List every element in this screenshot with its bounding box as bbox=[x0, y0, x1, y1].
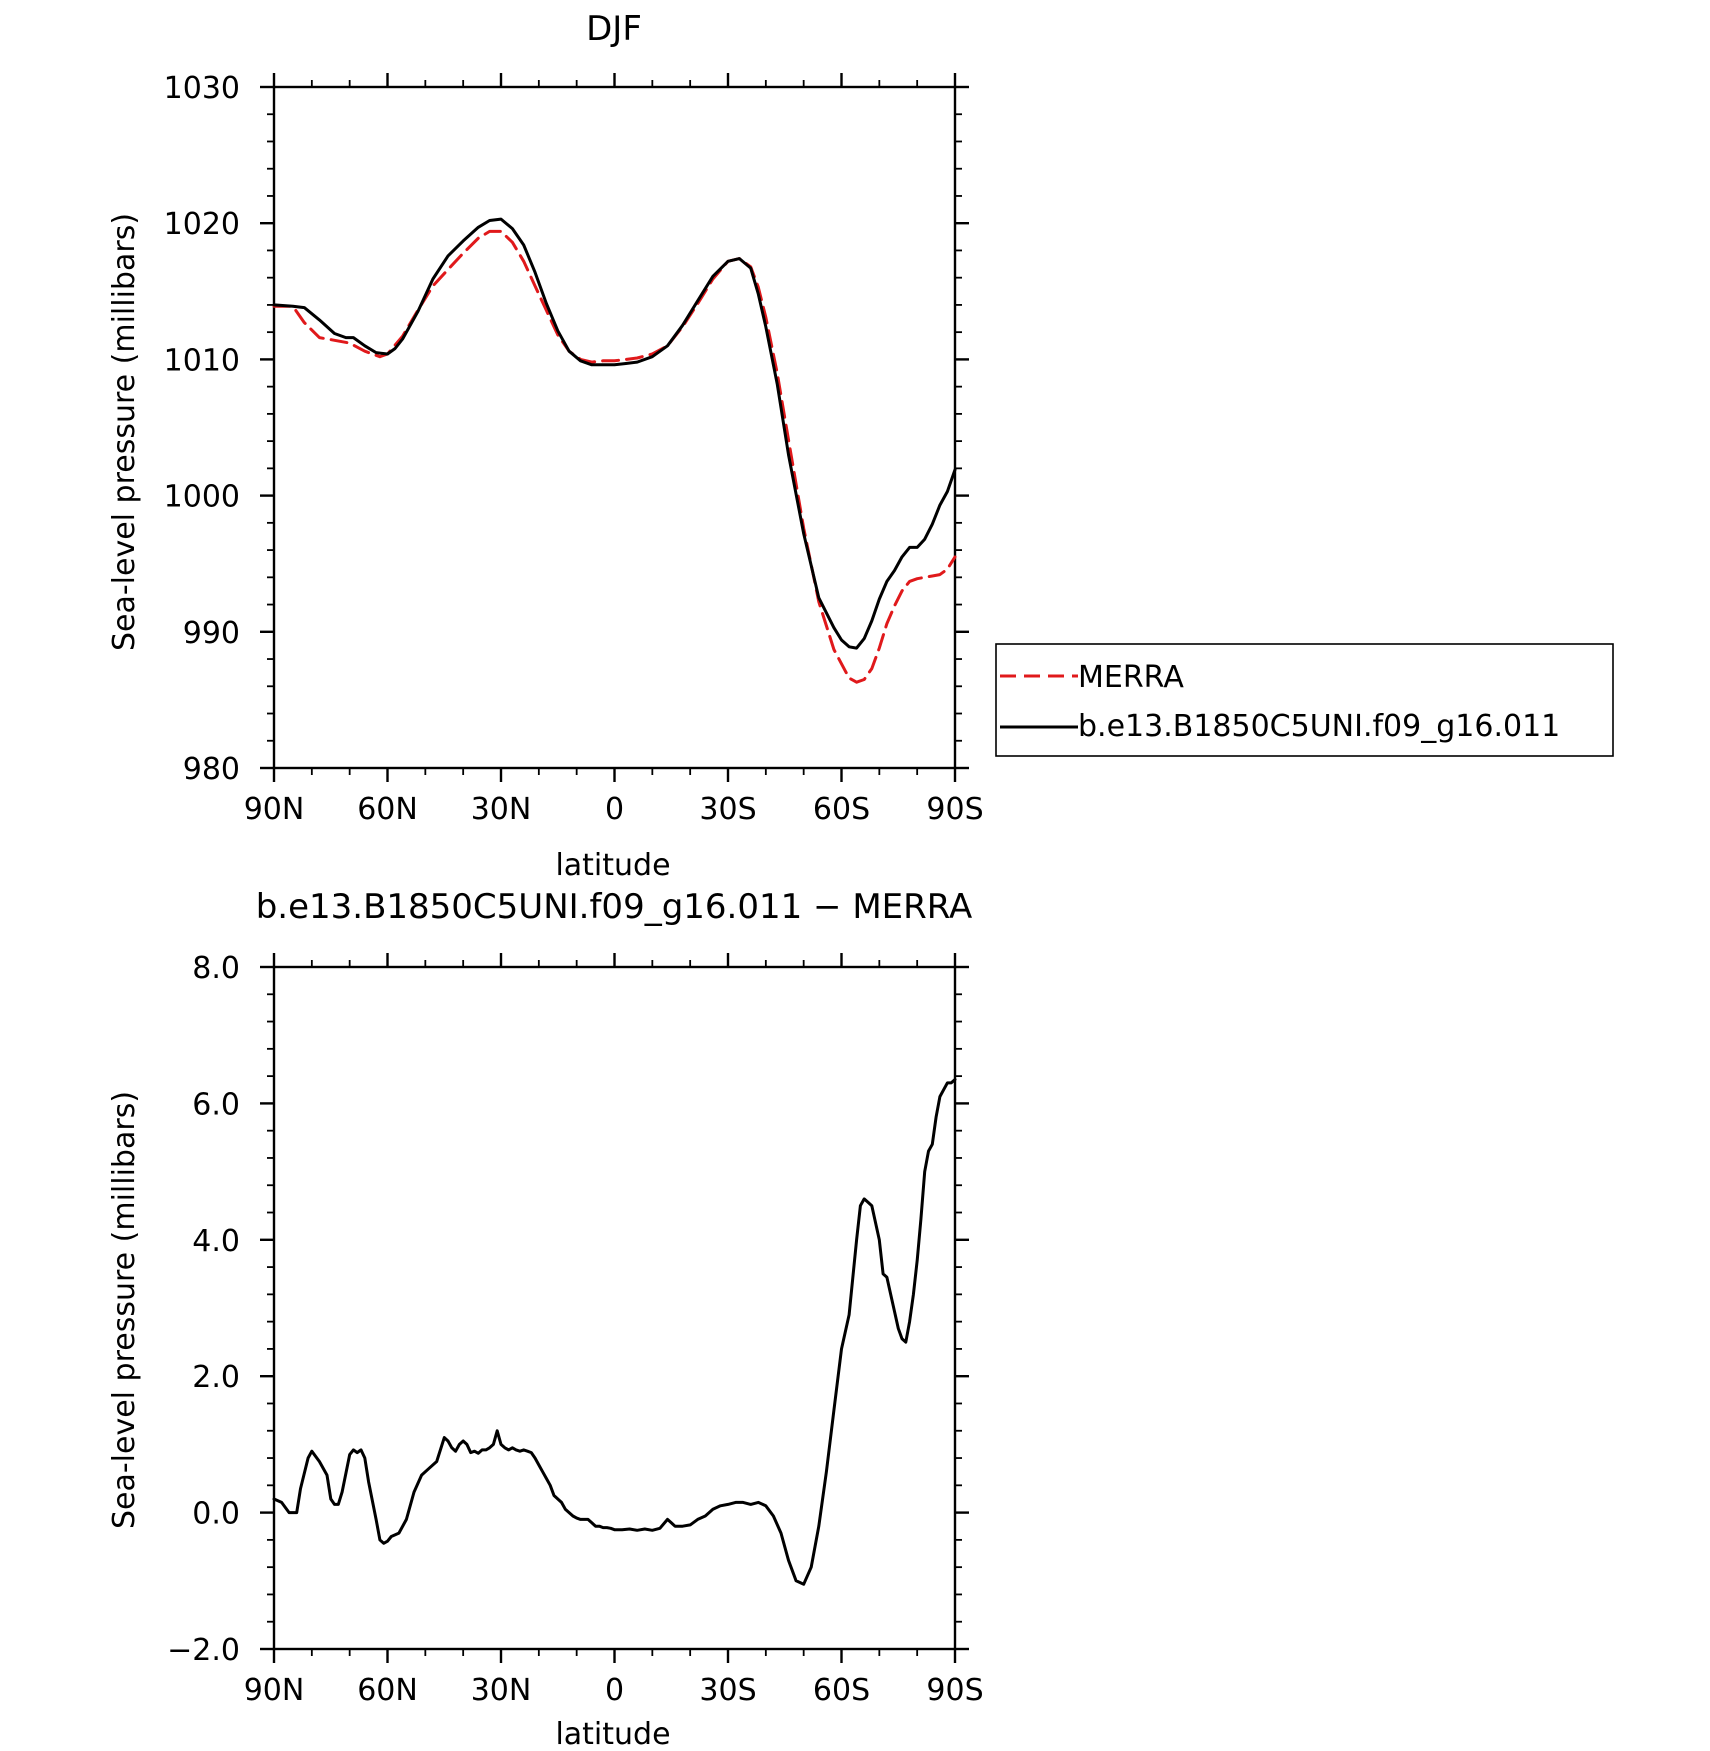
y-tick-label: 8.0 bbox=[192, 951, 240, 986]
series-line-difference bbox=[272, 1078, 957, 1586]
x-tick-label: 0 bbox=[605, 792, 624, 827]
chart-title: b.e13.B1850C5UNI.f09_g16.011 − MERRA bbox=[256, 887, 973, 927]
legend-label-model: b.e13.B1850C5UNI.f09_g16.011 bbox=[1078, 709, 1560, 744]
y-tick-label: 4.0 bbox=[192, 1224, 240, 1259]
series-line-b-e13-b1850c5uni-f09-g16-011 bbox=[272, 217, 957, 650]
y-tick-label: 1010 bbox=[164, 343, 240, 378]
x-tick-label: 30N bbox=[471, 792, 532, 827]
y-axis-label: Sea-level pressure (millibars) bbox=[107, 1091, 142, 1529]
legend-label-merra: MERRA bbox=[1078, 660, 1184, 695]
panel-djf: DJF 90N 60N 30N 0 30S 60S 90S 980 990 1000 1010 102… bbox=[107, 9, 1614, 883]
x-tick-label: 60N bbox=[357, 792, 418, 827]
y-axis-label: Sea-level pressure (millibars) bbox=[107, 213, 142, 651]
x-tick-label: 30N bbox=[471, 1673, 532, 1708]
x-tick-label: 60N bbox=[357, 1673, 418, 1708]
plot-frame bbox=[272, 965, 957, 1651]
x-tick-label: 60S bbox=[813, 1673, 870, 1708]
panel-difference: b.e13.B1850C5UNI.f09_g16.011 − MERRA 90N… bbox=[107, 887, 984, 1751]
x-axis-label: latitude bbox=[555, 1717, 670, 1751]
x-tick-label: 90S bbox=[926, 792, 983, 827]
y-tick-label: 0.0 bbox=[192, 1497, 240, 1532]
y-tick-label: 1020 bbox=[164, 207, 240, 242]
legend: MERRA b.e13.B1850C5UNI.f09_g16.011 bbox=[995, 643, 1614, 757]
y-tick-label: −2.0 bbox=[167, 1633, 240, 1668]
series-line-merra bbox=[272, 229, 957, 684]
y-tick-label: 2.0 bbox=[192, 1360, 240, 1395]
x-tick-label: 60S bbox=[813, 792, 870, 827]
x-tick-label: 30S bbox=[699, 792, 756, 827]
plot-area: 90N 60N 30N 0 30S 60S 90S 980 990 1000 1010 1020 103… bbox=[164, 71, 984, 827]
y-tick-label: 1000 bbox=[164, 480, 240, 515]
y-tick-label: 980 bbox=[183, 752, 240, 787]
x-tick-label: 90N bbox=[244, 792, 305, 827]
plot-area: 90N 60N 30N 0 30S 60S 90S −2.0 0.0 2.0 4.0 6.0 8.0 bbox=[167, 951, 983, 1708]
y-tick-label: 6.0 bbox=[192, 1087, 240, 1122]
legend-box bbox=[995, 643, 1614, 757]
x-axis-label: latitude bbox=[555, 848, 670, 883]
x-tick-label: 0 bbox=[605, 1673, 624, 1708]
y-tick-label: 990 bbox=[183, 616, 240, 651]
x-tick-label: 30S bbox=[699, 1673, 756, 1708]
y-tick-label: 1030 bbox=[164, 71, 240, 106]
x-tick-label: 90S bbox=[926, 1673, 983, 1708]
chart-title: DJF bbox=[586, 9, 642, 49]
x-tick-label: 90N bbox=[244, 1673, 305, 1708]
plot-frame bbox=[272, 85, 957, 770]
